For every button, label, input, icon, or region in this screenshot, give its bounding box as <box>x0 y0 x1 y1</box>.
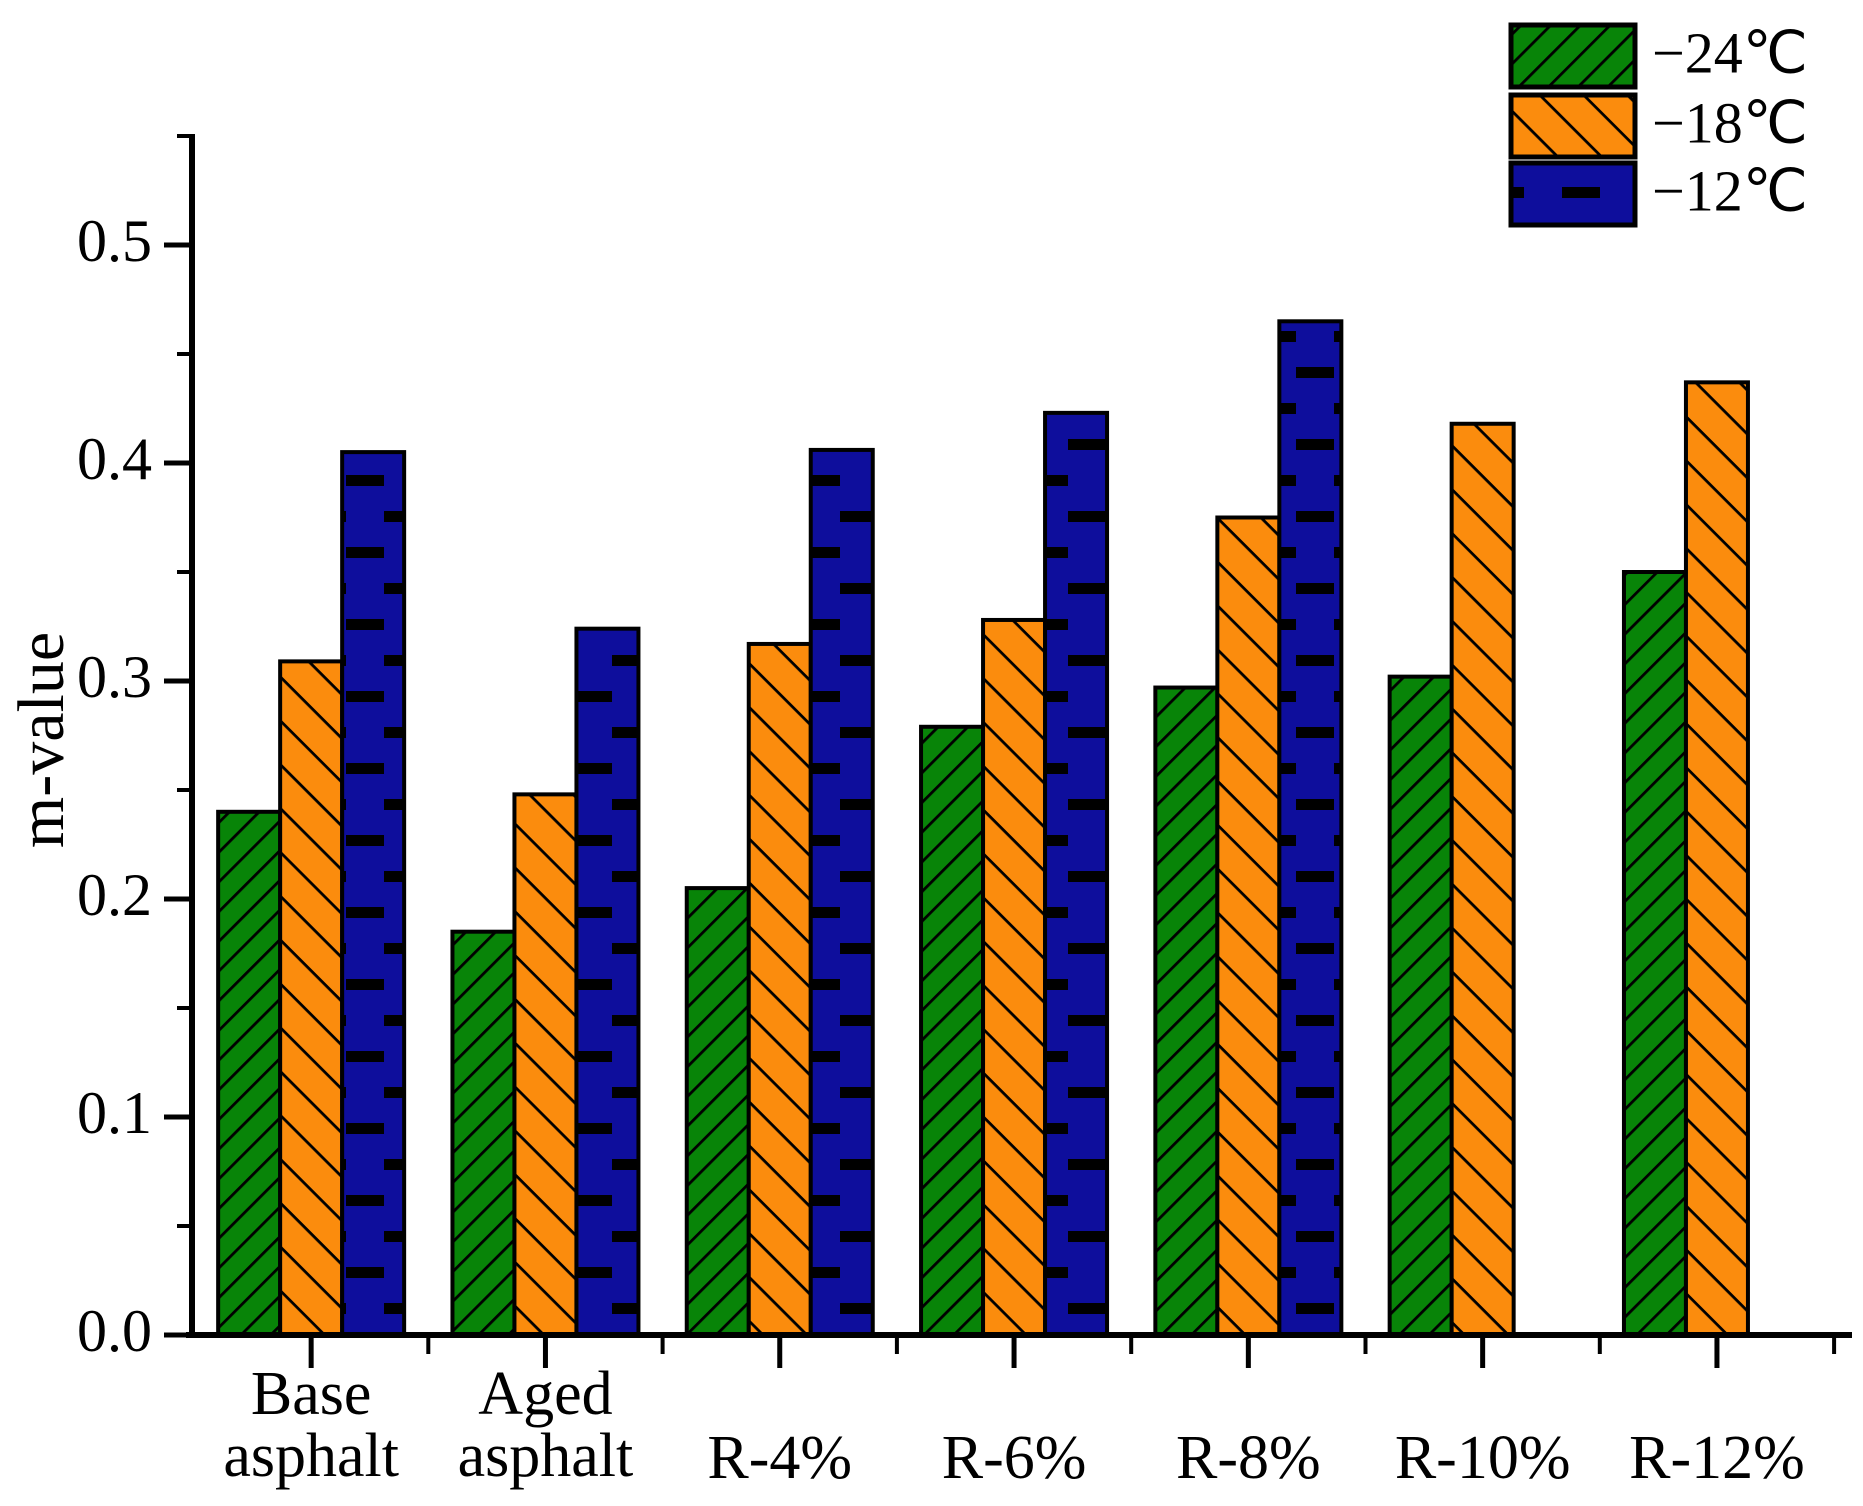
y-axis-title: m-value <box>5 632 78 848</box>
y-minor-tick <box>177 134 192 138</box>
x-major-tick <box>308 1338 314 1368</box>
bar-base-asphalt-series-1 <box>278 659 345 1337</box>
x-category-label: asphalt <box>458 1422 634 1490</box>
y-tick-label: 0.5 <box>77 208 152 274</box>
bar-base-asphalt-series-0 <box>216 809 283 1337</box>
legend-label-2: −12℃ <box>1652 158 1808 223</box>
bar-base-asphalt-series-2 <box>340 450 407 1338</box>
bar-r-4--series-0 <box>684 886 751 1337</box>
bar-r-4--series-1 <box>746 641 813 1337</box>
x-category-label: asphalt <box>223 1422 399 1490</box>
legend-swatch-0 <box>1508 22 1638 90</box>
legend-swatch-2 <box>1508 160 1638 228</box>
bar-aged-asphalt-series-2 <box>574 626 641 1337</box>
y-major-tick <box>164 1114 192 1120</box>
y-tick-label: 0.4 <box>77 426 152 492</box>
x-minor-tick <box>1597 1338 1602 1354</box>
y-minor-tick <box>177 352 192 356</box>
y-major-tick <box>164 678 192 684</box>
y-minor-tick <box>177 1224 192 1228</box>
x-minor-tick <box>1363 1338 1368 1354</box>
x-minor-tick <box>894 1338 899 1354</box>
y-minor-tick <box>177 1006 192 1010</box>
y-tick-label: 0.3 <box>77 644 152 710</box>
bar-r-12--series-1 <box>1683 380 1750 1337</box>
x-category-label: R-10% <box>1395 1424 1571 1492</box>
y-major-tick <box>164 460 192 466</box>
y-major-tick <box>164 896 192 902</box>
y-major-tick <box>164 242 192 248</box>
x-minor-tick <box>1129 1338 1134 1354</box>
bar-aged-asphalt-series-1 <box>512 792 579 1337</box>
y-axis-line <box>189 134 195 1338</box>
y-tick-label: 0.0 <box>77 1298 152 1364</box>
bar-r-8--series-2 <box>1277 319 1344 1337</box>
x-major-tick <box>1714 1338 1720 1368</box>
y-minor-tick <box>177 570 192 574</box>
x-axis-line <box>186 1332 1852 1338</box>
bar-r-8--series-0 <box>1153 685 1220 1337</box>
x-major-tick <box>542 1338 548 1368</box>
x-category-label: R-12% <box>1629 1424 1805 1492</box>
x-minor-tick <box>1832 1338 1837 1354</box>
x-major-tick <box>1480 1338 1486 1368</box>
bar-r-10--series-1 <box>1449 421 1516 1337</box>
x-major-tick <box>1011 1338 1017 1368</box>
x-category-label: Aged <box>478 1360 612 1428</box>
bar-r-6--series-2 <box>1043 410 1110 1337</box>
bar-r-4--series-2 <box>808 447 875 1338</box>
bar-r-6--series-0 <box>919 724 986 1337</box>
y-tick-label: 0.2 <box>77 862 152 928</box>
bar-aged-asphalt-series-0 <box>450 929 517 1337</box>
x-category-label: R-8% <box>1176 1424 1321 1492</box>
bar-r-10--series-0 <box>1387 674 1454 1337</box>
legend-swatch-1 <box>1508 92 1638 160</box>
y-major-tick <box>164 1332 192 1338</box>
bar-r-12--series-0 <box>1621 570 1688 1337</box>
x-minor-tick <box>426 1338 431 1354</box>
x-category-label: R-6% <box>942 1424 1087 1492</box>
legend-label-0: −24℃ <box>1652 20 1808 85</box>
y-minor-tick <box>177 788 192 792</box>
x-major-tick <box>777 1338 783 1368</box>
x-major-tick <box>1245 1338 1251 1368</box>
bar-r-6--series-1 <box>981 617 1048 1337</box>
legend-label-1: −18℃ <box>1652 90 1808 155</box>
x-category-label: Base <box>251 1360 372 1428</box>
x-minor-tick <box>660 1338 665 1354</box>
bar-r-8--series-1 <box>1215 515 1282 1337</box>
y-tick-label: 0.1 <box>77 1080 152 1146</box>
x-category-label: R-4% <box>707 1424 852 1492</box>
